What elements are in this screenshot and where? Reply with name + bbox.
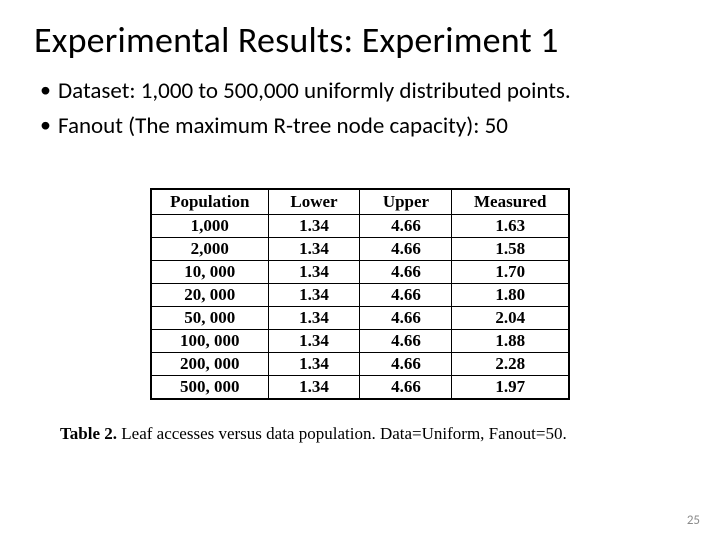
table-caption: Table 2. Leaf accesses versus data popul… (60, 424, 567, 444)
table-row: 200, 000 1.34 4.66 2.28 (151, 353, 569, 376)
cell-upper: 4.66 (360, 284, 452, 307)
cell-measured: 1.58 (452, 238, 569, 261)
cell-measured: 1.80 (452, 284, 569, 307)
bullet-text: Fanout (The maximum R-tree node capacity… (58, 111, 508, 142)
caption-label: Table 2. (60, 424, 117, 443)
cell-upper: 4.66 (360, 330, 452, 353)
cell-population: 10, 000 (151, 261, 268, 284)
cell-upper: 4.66 (360, 261, 452, 284)
cell-population: 20, 000 (151, 284, 268, 307)
cell-lower: 1.34 (268, 238, 360, 261)
cell-lower: 1.34 (268, 376, 360, 400)
cell-population: 50, 000 (151, 307, 268, 330)
table-body: 1,000 1.34 4.66 1.63 2,000 1.34 4.66 1.5… (151, 215, 569, 400)
cell-upper: 4.66 (360, 238, 452, 261)
cell-population: 100, 000 (151, 330, 268, 353)
col-header-measured: Measured (452, 189, 569, 215)
cell-measured: 1.97 (452, 376, 569, 400)
cell-population: 2,000 (151, 238, 268, 261)
cell-upper: 4.66 (360, 376, 452, 400)
page-number: 25 (687, 513, 700, 528)
cell-measured: 1.63 (452, 215, 569, 238)
slide: Experimental Results: Experiment 1 • Dat… (0, 0, 720, 540)
col-header-lower: Lower (268, 189, 360, 215)
cell-population: 1,000 (151, 215, 268, 238)
table-row: 100, 000 1.34 4.66 1.88 (151, 330, 569, 353)
cell-population: 200, 000 (151, 353, 268, 376)
col-header-population: Population (151, 189, 268, 215)
results-table-wrap: Population Lower Upper Measured 1,000 1.… (150, 188, 570, 400)
cell-measured: 1.88 (452, 330, 569, 353)
cell-upper: 4.66 (360, 215, 452, 238)
bullet-item: • Dataset: 1,000 to 500,000 uniformly di… (40, 76, 686, 107)
cell-lower: 1.34 (268, 284, 360, 307)
bullet-item: • Fanout (The maximum R-tree node capaci… (40, 111, 686, 142)
cell-lower: 1.34 (268, 215, 360, 238)
cell-measured: 2.04 (452, 307, 569, 330)
col-header-upper: Upper (360, 189, 452, 215)
caption-text: Leaf accesses versus data population. Da… (121, 424, 566, 443)
slide-title: Experimental Results: Experiment 1 (34, 18, 686, 62)
cell-upper: 4.66 (360, 353, 452, 376)
table-row: 50, 000 1.34 4.66 2.04 (151, 307, 569, 330)
results-table: Population Lower Upper Measured 1,000 1.… (150, 188, 570, 400)
cell-population: 500, 000 (151, 376, 268, 400)
table-row: 1,000 1.34 4.66 1.63 (151, 215, 569, 238)
cell-measured: 1.70 (452, 261, 569, 284)
table-row: 10, 000 1.34 4.66 1.70 (151, 261, 569, 284)
cell-lower: 1.34 (268, 261, 360, 284)
bullet-dot-icon: • (40, 111, 58, 140)
cell-measured: 2.28 (452, 353, 569, 376)
table-row: 2,000 1.34 4.66 1.58 (151, 238, 569, 261)
bullet-text: Dataset: 1,000 to 500,000 uniformly dist… (58, 76, 571, 107)
cell-lower: 1.34 (268, 307, 360, 330)
cell-lower: 1.34 (268, 330, 360, 353)
table-header-row: Population Lower Upper Measured (151, 189, 569, 215)
bullet-list: • Dataset: 1,000 to 500,000 uniformly di… (34, 76, 686, 142)
table-row: 500, 000 1.34 4.66 1.97 (151, 376, 569, 400)
cell-lower: 1.34 (268, 353, 360, 376)
cell-upper: 4.66 (360, 307, 452, 330)
bullet-dot-icon: • (40, 76, 58, 105)
table-row: 20, 000 1.34 4.66 1.80 (151, 284, 569, 307)
